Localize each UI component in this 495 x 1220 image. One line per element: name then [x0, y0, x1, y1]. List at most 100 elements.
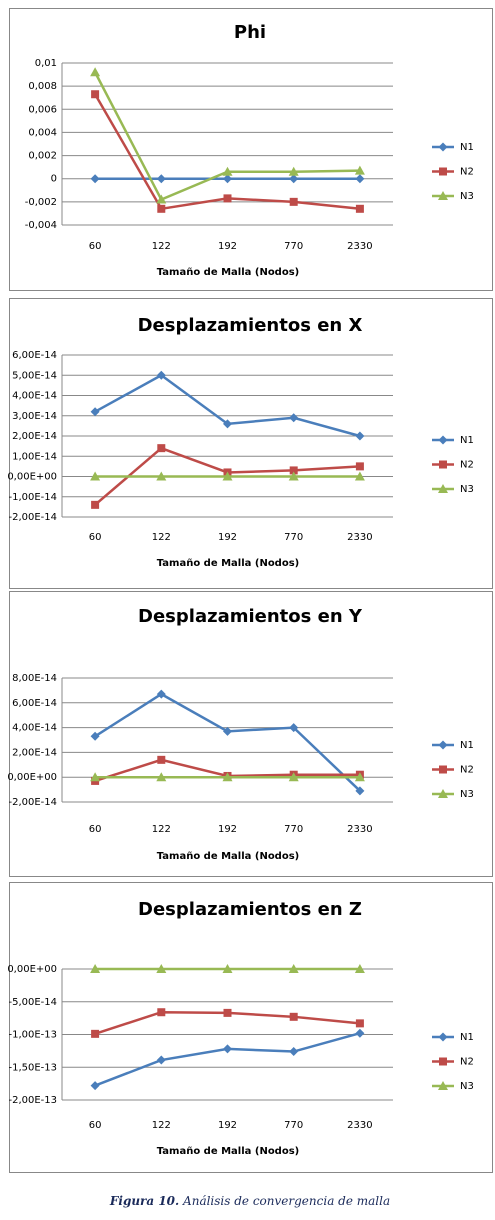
y-tick-label: 0,00E+00 [7, 772, 57, 783]
marker [289, 466, 298, 475]
legend-label: N2 [460, 460, 474, 471]
y-tick-label: 4,00E-14 [12, 723, 57, 734]
marker [355, 1028, 365, 1038]
marker [222, 166, 233, 176]
marker [355, 786, 365, 796]
marker [223, 726, 232, 736]
y-tick-label: 6,00E-14 [12, 698, 57, 709]
marker [90, 772, 101, 782]
chart-panel [9, 591, 493, 877]
marker [91, 90, 100, 99]
y-tick-label: 2,00E-14 [12, 431, 57, 442]
y-tick-label: 0,002 [28, 151, 57, 162]
marker [289, 197, 298, 206]
marker [355, 1019, 364, 1028]
y-tick-label: -1,50E-13 [8, 1062, 57, 1073]
marker [289, 174, 299, 184]
marker [288, 964, 299, 973]
y-tick-label: -2,00E-14 [8, 512, 57, 523]
marker [90, 964, 101, 973]
x-tick-label: 770 [284, 824, 303, 835]
chart-title: Desplazamientos en Z [138, 899, 362, 920]
x-tick-label: 770 [284, 1120, 303, 1131]
y-tick-label: -2,00E-13 [8, 1095, 57, 1106]
chart-panel [9, 298, 493, 589]
x-tick-label: 122 [152, 824, 171, 835]
series-line [94, 1031, 361, 1087]
marker [222, 964, 233, 973]
y-tick-label: -5,00E-14 [8, 997, 57, 1008]
legend-marker [438, 1032, 448, 1042]
y-tick-label: -1,00E-13 [8, 1030, 57, 1041]
x-tick-label: 122 [152, 532, 171, 543]
marker [90, 731, 100, 741]
x-tick-label: 122 [152, 1120, 171, 1131]
chart-title: Phi [234, 22, 266, 43]
caption: Figura 10. Análisis de convergencia de m… [109, 1194, 390, 1208]
legend-marker [438, 484, 448, 493]
y-tick-label: 0,01 [35, 58, 57, 69]
marker [223, 419, 232, 429]
marker [156, 1055, 166, 1065]
legend-label: N3 [460, 1081, 474, 1092]
legend-marker [438, 740, 448, 750]
x-tick-label: 770 [284, 241, 303, 252]
marker [157, 755, 166, 764]
marker [223, 1008, 232, 1017]
y-tick-label: 1,00E-14 [12, 451, 57, 462]
marker [91, 1029, 100, 1038]
chart-title: Desplazamientos en Y [138, 606, 363, 627]
y-tick-label: 0,006 [28, 104, 57, 115]
legend-marker [439, 167, 447, 176]
marker [156, 964, 167, 973]
legend-label: N2 [460, 765, 474, 776]
marker [156, 471, 167, 481]
marker [90, 174, 100, 184]
x-tick-label: 2330 [347, 1120, 372, 1131]
marker [156, 370, 166, 380]
legend-label: N3 [460, 191, 474, 202]
y-tick-label: 0,004 [28, 127, 57, 138]
marker [289, 1012, 298, 1021]
y-tick-label: 0,00E+00 [7, 472, 57, 483]
y-tick-label: 6,00E-14 [12, 350, 57, 361]
x-tick-label: 192 [218, 241, 237, 252]
marker [355, 462, 364, 471]
legend-label: N3 [460, 484, 474, 495]
legend-marker [438, 191, 448, 200]
marker [288, 772, 299, 782]
legend-marker [439, 460, 447, 469]
legend-marker [439, 1057, 447, 1066]
y-tick-label: 4,00E-14 [12, 391, 57, 402]
marker [354, 165, 365, 175]
marker [355, 174, 365, 184]
x-tick-label: 60 [89, 1120, 102, 1131]
y-tick-label: -0,002 [25, 197, 57, 208]
marker [354, 964, 365, 973]
legend-label: N1 [460, 740, 474, 751]
marker [90, 407, 100, 417]
marker [289, 723, 299, 733]
legend-label: N2 [460, 167, 474, 178]
x-tick-label: 770 [284, 532, 303, 543]
x-tick-label: 192 [218, 532, 237, 543]
y-tick-label: 3,00E-14 [12, 411, 57, 422]
marker [156, 194, 167, 204]
x-axis-title: Tamaño de Malla (Nodos) [157, 851, 300, 862]
x-tick-label: 60 [89, 824, 102, 835]
marker [156, 174, 166, 184]
x-axis-title: Tamaño de Malla (Nodos) [157, 1146, 300, 1157]
caption-label: Figura 10. [109, 1194, 179, 1208]
x-tick-label: 60 [89, 532, 102, 543]
y-tick-label: -1,00E-14 [8, 492, 57, 503]
marker [156, 772, 167, 782]
chart-panel [9, 882, 493, 1173]
y-tick-label: 0,00E+00 [7, 964, 57, 975]
marker [354, 772, 365, 782]
marker [157, 1008, 166, 1017]
legend-label: N1 [460, 435, 474, 446]
marker [289, 1047, 299, 1057]
marker [157, 444, 166, 453]
series-line [94, 93, 361, 211]
